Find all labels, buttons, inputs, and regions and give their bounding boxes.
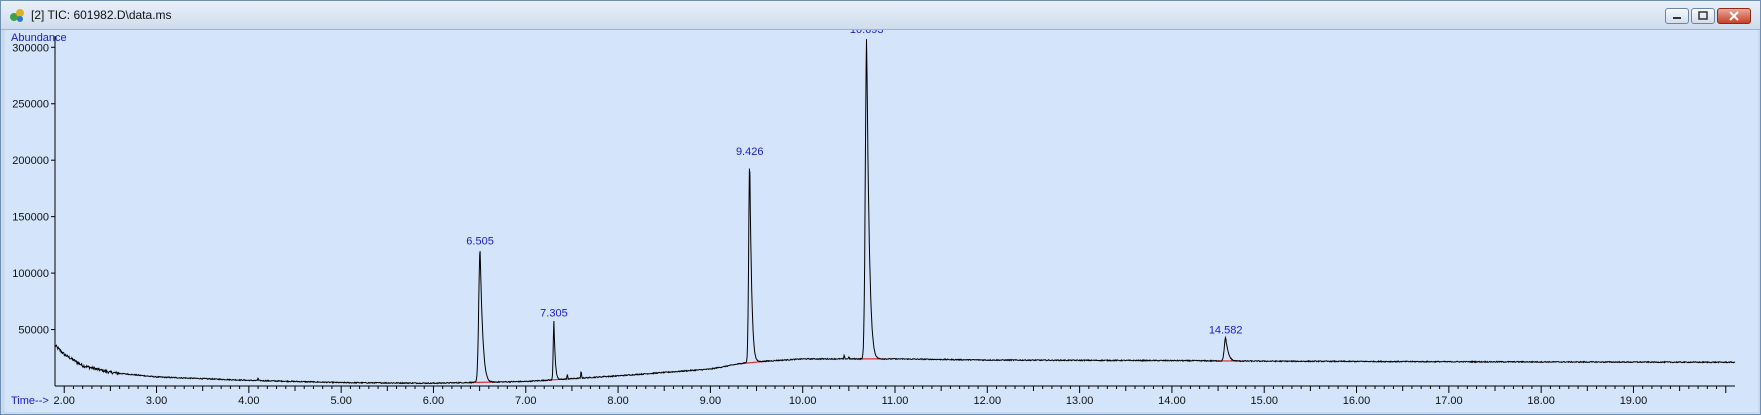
x-tick-label: 16.00 [1343, 395, 1371, 407]
chromatogram-app-icon [10, 9, 24, 22]
minimize-button[interactable] [1665, 8, 1689, 24]
chromatogram-chart[interactable]: Abundance Time--> 50000 100000 150000 20000… [5, 30, 1758, 412]
y-tick-label: 300000 [12, 42, 49, 54]
peak-label: 10.693 [850, 30, 884, 36]
x-tick-label: 11.00 [882, 395, 909, 407]
x-tick-label: 13.00 [1066, 395, 1094, 407]
title-bar[interactable]: [2] TIC: 601982.D\data.ms [1, 1, 1760, 30]
x-tick-label: 14.00 [1158, 395, 1186, 407]
x-tick-label: 4.00 [238, 395, 259, 407]
y-tick-label: 50000 [18, 325, 49, 337]
x-axis-title: Time--> [11, 395, 49, 407]
x-tick-label: 5.00 [330, 395, 351, 407]
plot-area[interactable]: Abundance Time--> 50000 100000 150000 20000… [5, 30, 1758, 412]
minimize-icon [1673, 17, 1681, 19]
restore-button[interactable] [1691, 8, 1715, 24]
peak-label: 14.582 [1209, 324, 1243, 336]
y-axis-title: Abundance [11, 32, 67, 44]
y-tick-label: 200000 [12, 155, 49, 167]
peak-label: 9.426 [736, 146, 764, 158]
x-tick-label: 17.00 [1435, 395, 1463, 407]
x-tick-label: 10.00 [789, 395, 817, 407]
x-tick-label: 9.00 [700, 395, 721, 407]
x-tick-label: 19.00 [1620, 395, 1648, 407]
close-button[interactable] [1717, 8, 1751, 24]
x-tick-label: 12.00 [974, 395, 1002, 407]
peak-label: 7.305 [540, 308, 568, 320]
x-tick-label: 6.00 [423, 395, 444, 407]
x-tick-label: 3.00 [146, 395, 167, 407]
x-tick-label: 15.00 [1250, 395, 1278, 407]
y-tick-label: 250000 [12, 99, 49, 111]
y-tick-label: 100000 [12, 268, 49, 280]
window-title: [2] TIC: 601982.D\data.ms [31, 8, 172, 22]
close-icon [1729, 11, 1739, 21]
peak-label: 6.505 [466, 235, 494, 247]
x-tick-label: 7.00 [515, 395, 536, 407]
x-tick-label: 18.00 [1527, 395, 1555, 407]
x-tick-label: 8.00 [607, 395, 628, 407]
x-tick-label: 2.00 [54, 395, 75, 407]
tic-trace [54, 39, 1736, 385]
y-tick-label: 150000 [12, 212, 49, 224]
restore-icon [1698, 11, 1708, 20]
